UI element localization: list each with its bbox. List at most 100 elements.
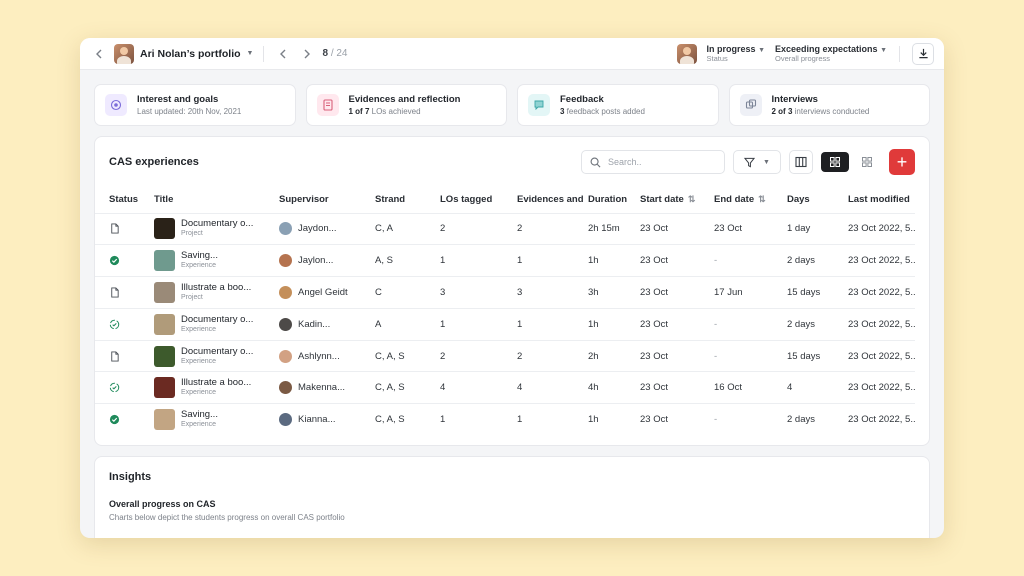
- column-header[interactable]: LOs tagged: [440, 187, 517, 213]
- days-cell: 2 days: [787, 307, 848, 341]
- duration-cell: 2h 15m: [588, 212, 640, 245]
- card-subtitle-text: feedback posts added: [564, 107, 645, 116]
- column-header[interactable]: Strand: [375, 187, 440, 213]
- experiences-table: Status Title Supervisor Strand LOs tagged Evi…: [95, 187, 915, 436]
- column-header-label: Duration: [588, 194, 628, 206]
- table-row[interactable]: Saving... Experience Jaylon... A, S 1 1 1…: [95, 244, 915, 277]
- summary-card[interactable]: Interest and goals Last updated: 20th No…: [94, 84, 296, 126]
- column-header[interactable]: Evidences and: [517, 187, 588, 213]
- sort-icon[interactable]: ⇅: [758, 194, 766, 205]
- experience-type: Experience: [181, 262, 217, 270]
- supervisor-name: Kadin...: [298, 318, 331, 330]
- supervisor-avatar: [279, 413, 292, 427]
- duration-cell: 1h: [588, 244, 640, 277]
- draft-status-icon: [109, 223, 148, 234]
- in-progress-status-icon: [109, 319, 148, 330]
- search-input[interactable]: [608, 157, 708, 167]
- evidences-cell: 1: [517, 307, 588, 341]
- summary-card[interactable]: Evidences and reflection 1 of 7 LOs achi…: [305, 84, 507, 126]
- column-header[interactable]: Duration: [588, 187, 640, 213]
- chat-icon: [528, 94, 550, 116]
- table-row[interactable]: Documentary o... Project Jaydon... C, A 2…: [95, 212, 915, 245]
- experience-title[interactable]: Saving...: [181, 251, 218, 262]
- experience-title[interactable]: Illustrate a boo...: [181, 378, 252, 389]
- column-header-label: End date: [714, 194, 755, 206]
- table-body: Documentary o... Project Jaydon... C, A 2…: [95, 212, 915, 436]
- experience-title[interactable]: Saving...: [181, 410, 218, 421]
- experience-title[interactable]: Documentary o...: [181, 346, 254, 357]
- view-toggle: [821, 152, 881, 172]
- table-row[interactable]: Illustrate a boo... Experience Makenna...…: [95, 371, 915, 404]
- summary-card[interactable]: Feedback 3 feedback posts added: [517, 84, 719, 126]
- portfolio-selector[interactable]: Ari Nolan’s portfolio ▼: [114, 43, 253, 64]
- days-cell: 4: [787, 371, 848, 404]
- card-subtitle: 3 feedback posts added: [560, 107, 645, 116]
- experience-type: Project: [181, 293, 203, 301]
- supervisor-avatar: [279, 381, 292, 395]
- table-view-button[interactable]: [821, 152, 849, 172]
- experience-thumbnail: [154, 377, 175, 399]
- last-modified-cell: 23 Oct 2022, 5...: [848, 371, 915, 404]
- last-modified-cell: 23 Oct 2022, 5...: [848, 212, 915, 245]
- card-subtitle-text: Last updated: 20th Nov, 2021: [137, 107, 242, 116]
- column-header-label: Title: [154, 194, 174, 206]
- progress-value: Exceeding expectations: [775, 43, 878, 54]
- next-student-icon[interactable]: [298, 45, 316, 63]
- card-title: Interest and goals: [137, 94, 219, 105]
- column-header[interactable]: Status: [95, 187, 154, 213]
- supervisor-name: Angel Geidt: [298, 286, 348, 298]
- experience-type: Project: [181, 230, 203, 238]
- columns-button[interactable]: [789, 150, 813, 174]
- back-icon[interactable]: [90, 45, 108, 63]
- column-header-label: Status: [109, 194, 139, 206]
- column-header[interactable]: Start date ⇅: [640, 187, 714, 213]
- table-row[interactable]: Documentary o... Experience Kadin... A 1 …: [95, 307, 915, 341]
- experience-type: Experience: [181, 357, 217, 365]
- add-experience-button[interactable]: +: [889, 149, 915, 175]
- supervisor-avatar: [279, 349, 292, 363]
- column-header-label: Strand: [375, 194, 406, 206]
- end-date-cell: 23 Oct: [714, 212, 787, 245]
- search-icon: [590, 157, 601, 167]
- table-row[interactable]: Saving... Experience Kianna... C, A, S 1 …: [95, 403, 915, 436]
- sort-icon[interactable]: ⇅: [687, 194, 696, 205]
- prev-student-icon[interactable]: [274, 45, 292, 63]
- end-date-cell: -: [714, 403, 787, 436]
- status-dropdown[interactable]: In progress ▼ Status: [707, 44, 765, 64]
- overall-progress-dropdown[interactable]: Exceeding expectations ▼ Overall progres…: [775, 44, 887, 64]
- table-row[interactable]: Documentary o... Experience Ashlynn... C,…: [95, 339, 915, 372]
- grid-view-button[interactable]: [853, 152, 881, 172]
- table-row[interactable]: Illustrate a boo... Project Angel Geidt C…: [95, 276, 915, 309]
- column-header[interactable]: Last modified: [848, 187, 915, 213]
- last-modified-cell: 23 Oct 2022, 5...: [848, 307, 915, 341]
- experience-title[interactable]: Documentary o...: [181, 219, 254, 230]
- card-subtitle-text: interviews conducted: [792, 107, 870, 116]
- experience-title[interactable]: Illustrate a boo...: [181, 283, 252, 293]
- start-date-cell: 23 Oct: [640, 244, 714, 277]
- summary-card[interactable]: Interviews 2 of 3 interviews conducted: [728, 84, 930, 126]
- column-header[interactable]: Supervisor: [279, 187, 375, 213]
- column-header[interactable]: End date ⇅: [714, 187, 787, 213]
- los-tagged-cell: 2: [440, 212, 517, 245]
- insights-panel: Insights Overall progress on CAS Charts …: [94, 456, 930, 538]
- strand-cell: C: [375, 276, 440, 309]
- supervisor-avatar: [279, 222, 292, 236]
- last-modified-cell: 23 Oct 2022, 5...: [848, 339, 915, 372]
- target-icon: [105, 94, 127, 116]
- los-tagged-cell: 3: [440, 276, 517, 309]
- download-button[interactable]: [912, 42, 934, 65]
- strand-cell: C, A, S: [375, 371, 440, 404]
- experience-title[interactable]: Documentary o...: [181, 314, 254, 325]
- search-box[interactable]: [581, 150, 725, 174]
- supervisor-name: Jaydon...: [298, 223, 337, 235]
- student-avatar: [676, 43, 697, 64]
- column-header[interactable]: Title: [154, 187, 279, 213]
- columns-icon: [795, 156, 807, 168]
- column-header[interactable]: Days: [787, 187, 848, 213]
- filter-button[interactable]: ▼: [733, 150, 781, 174]
- completed-status-icon: [109, 414, 148, 425]
- download-icon: [918, 48, 928, 59]
- card-subtitle-count: 2 of 3: [771, 107, 793, 116]
- duration-cell: 2h: [588, 339, 640, 372]
- status-value: In progress: [706, 43, 756, 54]
